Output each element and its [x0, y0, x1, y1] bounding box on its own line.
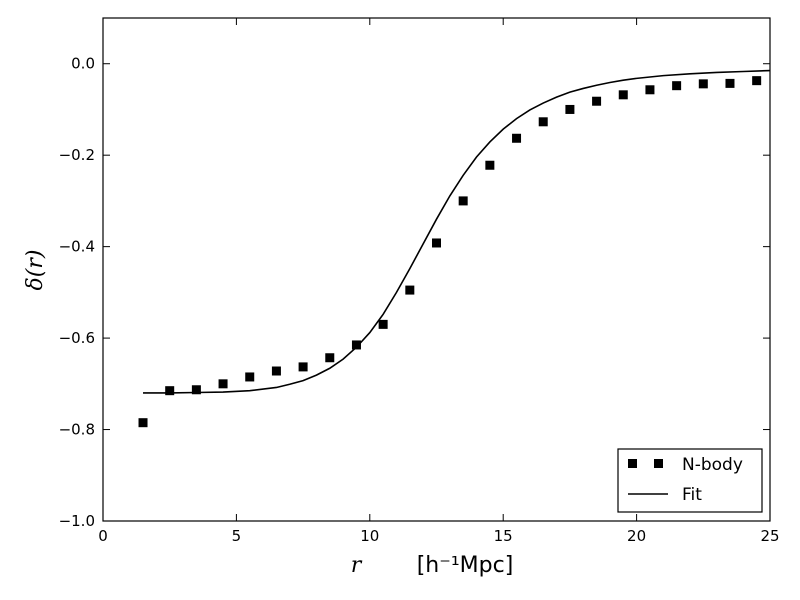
nbody-point [378, 319, 388, 329]
nbody-point [138, 418, 148, 428]
axes-layer: 0 5 10 15 20 25 −1.0 −0.8 −0.6 −0.4 −0.2 0.0 [59, 17, 780, 545]
nbody-point [298, 362, 308, 372]
fit-line [143, 69, 771, 394]
legend-nbody-label: N-body [682, 455, 743, 475]
nbody-point [405, 285, 415, 295]
y-tick-label: −1.0 [59, 512, 95, 530]
plot-content [138, 69, 771, 428]
y-tick-label: −0.8 [59, 421, 95, 439]
x-tick-label: 15 [494, 527, 513, 545]
y-tick-label: 0.0 [71, 55, 95, 73]
legend-nbody-marker [654, 459, 663, 468]
nbody-point [351, 340, 361, 350]
nbody-point [618, 90, 628, 100]
nbody-point [725, 78, 735, 88]
nbody-point [432, 238, 441, 248]
nbody-point [191, 385, 201, 395]
nbody-point [485, 160, 495, 170]
y-tick-label: −0.6 [59, 329, 95, 347]
legend-fit-label: Fit [682, 485, 702, 505]
x-tick-label: 20 [627, 527, 646, 545]
nbody-point [325, 353, 335, 363]
nbody-point [271, 366, 281, 376]
y-tick-label: −0.4 [59, 238, 95, 256]
nbody-point [565, 104, 575, 114]
x-tick-label: 5 [232, 527, 242, 545]
legend-box [617, 448, 763, 513]
y-tick-label: −0.2 [59, 146, 95, 164]
x-tick-label: 10 [360, 527, 379, 545]
x-axis-label: r [351, 553, 363, 578]
plot-frame [102, 17, 771, 522]
nbody-point [752, 76, 762, 86]
nbody-point [592, 96, 602, 106]
x-axis-unit-label: [h⁻¹Mpc] [417, 553, 514, 578]
x-tick-label: 0 [98, 527, 108, 545]
nbody-point [245, 372, 255, 382]
y-axis-label: δ(r) [23, 250, 48, 291]
nbody-point [672, 81, 682, 91]
nbody-point [512, 133, 522, 143]
x-tick-label: 25 [760, 527, 779, 545]
nbody-point [698, 79, 708, 89]
legend: N-body Fit [617, 448, 763, 513]
legend-nbody-marker [628, 459, 637, 468]
nbody-point [218, 379, 228, 389]
nbody-point [165, 386, 175, 396]
nbody-point [645, 85, 655, 95]
nbody-point [458, 196, 468, 206]
nbody-point [538, 117, 548, 127]
